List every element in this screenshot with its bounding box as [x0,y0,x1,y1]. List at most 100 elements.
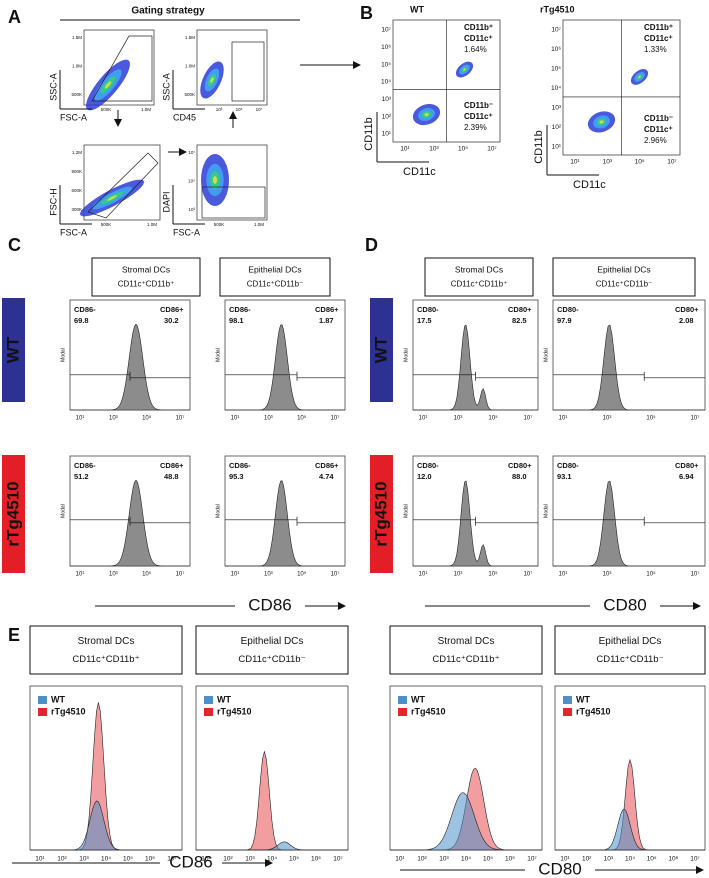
x-tick-label: 10¹ [76,572,85,578]
y-tick-label: 10⁷ [381,27,391,34]
x-tick-label: 10³ [79,856,89,863]
header-title: Epithelial DCs [599,636,662,647]
row-label: rTg4510 [3,481,22,546]
stat-label: CD80- [417,305,439,314]
y-axis-label: DAPI [161,191,171,212]
histogram [70,323,190,411]
x-tick-label: 10³ [109,416,118,422]
y-axis-label: Modal [543,348,549,362]
legend-label: rTg4510 [576,706,611,716]
y-tick-label: 10⁷ [551,27,561,34]
header-box [552,257,696,297]
gate [231,41,265,102]
x-tick-label: 10⁷ [524,415,533,422]
x-tick-label: 10³ [264,572,273,578]
x-tick-label: 10⁵ [289,856,299,863]
x-tick-label: 10³ [603,572,612,578]
stat-label: CD80- [557,305,579,314]
histogram [553,480,705,567]
header-box [424,257,534,297]
stat-value: 30.2 [164,316,179,325]
legend-label: rTg4510 [411,706,446,716]
stat-value: 48.8 [164,472,179,481]
y-tick-label: 10⁶ [381,44,391,51]
header-subtitle: CD11c⁺CD11b⁺ [72,654,139,665]
quadrant-stat: 2.96% [644,136,667,145]
x-axis-label: CD80 [538,859,581,878]
x-tick-label: 10³ [439,856,449,863]
stat-value: 98.1 [229,316,244,325]
y-tick-label: 10⁴ [551,85,561,92]
header-box [195,625,349,675]
header-title: Stromal DCs [455,264,503,274]
legend-label: WT [51,694,65,704]
x-tick-label: 10⁴ [461,856,471,863]
row-label-box [2,455,25,573]
header-box [91,257,201,297]
header-subtitle: CD11c⁺CD11b⁺ [432,654,499,665]
y-axis-label: CD11b [533,130,545,163]
group-label: WT [410,4,424,14]
x-tick-label: 10⁵ [142,571,152,578]
legend-label: rTg4510 [217,706,252,716]
x-tick-label: 10⁷ [691,571,700,578]
density [104,81,112,89]
stat-label: CD80+ [508,461,532,470]
stat-value: 6.94 [679,472,694,481]
quadrant-stat: 1.33% [644,45,667,54]
x-tick-label: 10⁶ [311,856,321,863]
x-axis-label: FSC-A [60,227,87,237]
stat-label: CD86- [74,461,96,470]
x-tick-label: 10⁵ [123,856,133,863]
panel-letter: D [365,235,378,255]
x-tick-label: 10¹ [201,856,211,863]
density [463,68,466,71]
gate [201,186,266,219]
stat-value: 17.5 [417,316,432,325]
density [210,77,214,83]
x-tick-label: 10³ [604,856,614,863]
row-label-box [370,455,393,573]
header-subtitle: CD11c⁺CD11b⁻ [596,280,653,289]
plot-frame [412,455,539,567]
x-tick-label: 10³ [603,416,612,422]
x-tick-label: 10⁶ [505,856,515,863]
y-tick-label: 1.2M [72,150,82,155]
histogram [413,480,538,567]
x-tick-label: 10¹ [76,416,85,422]
x-tick-label: 10⁴ [267,856,277,863]
x-tick-label: 10³ [454,416,463,422]
header-box [554,625,706,675]
stat-label: CD80+ [508,305,532,314]
x-tick-label: 10⁷ [690,856,700,863]
stat-value: 95.3 [229,472,244,481]
x-tick-label: 10¹ [35,856,45,863]
quadrant-stat: CD11c⁺ [644,125,673,134]
header-title: Epithelial DCs [241,636,304,647]
quadrant-stat: 2.39% [464,123,487,132]
histogram [225,480,345,567]
legend-swatch [563,708,572,716]
stat-value: 93.1 [557,472,572,481]
stat-label: CD80+ [675,461,699,470]
quadrant-stat: CD11b⁻ [644,114,673,123]
stat-label: CD80+ [675,305,699,314]
x-tick-label: 10¹ [419,572,428,578]
x-tick-label: 10¹ [559,572,568,578]
stat-label: CD86+ [160,461,184,470]
stat-value: 4.74 [319,472,334,481]
stat-label: CD86+ [160,305,184,314]
y-axis-label: CD11b [363,117,375,150]
histogram-wt [390,792,542,851]
x-axis-label: CD11c [573,179,606,191]
density [638,75,641,79]
stat-value: 97.9 [557,316,572,325]
x-tick-label: 10⁷ [256,107,263,112]
x-tick-label: 10³ [245,856,255,863]
y-tick-label: 10¹ [552,144,562,151]
header-subtitle: CD11c⁺CD11b⁻ [238,654,305,665]
y-tick-label: 500K [184,92,195,97]
header-title: Epithelial DCs [248,264,301,274]
panel-title: Gating strategy [131,6,205,17]
plot-frame [552,455,706,567]
